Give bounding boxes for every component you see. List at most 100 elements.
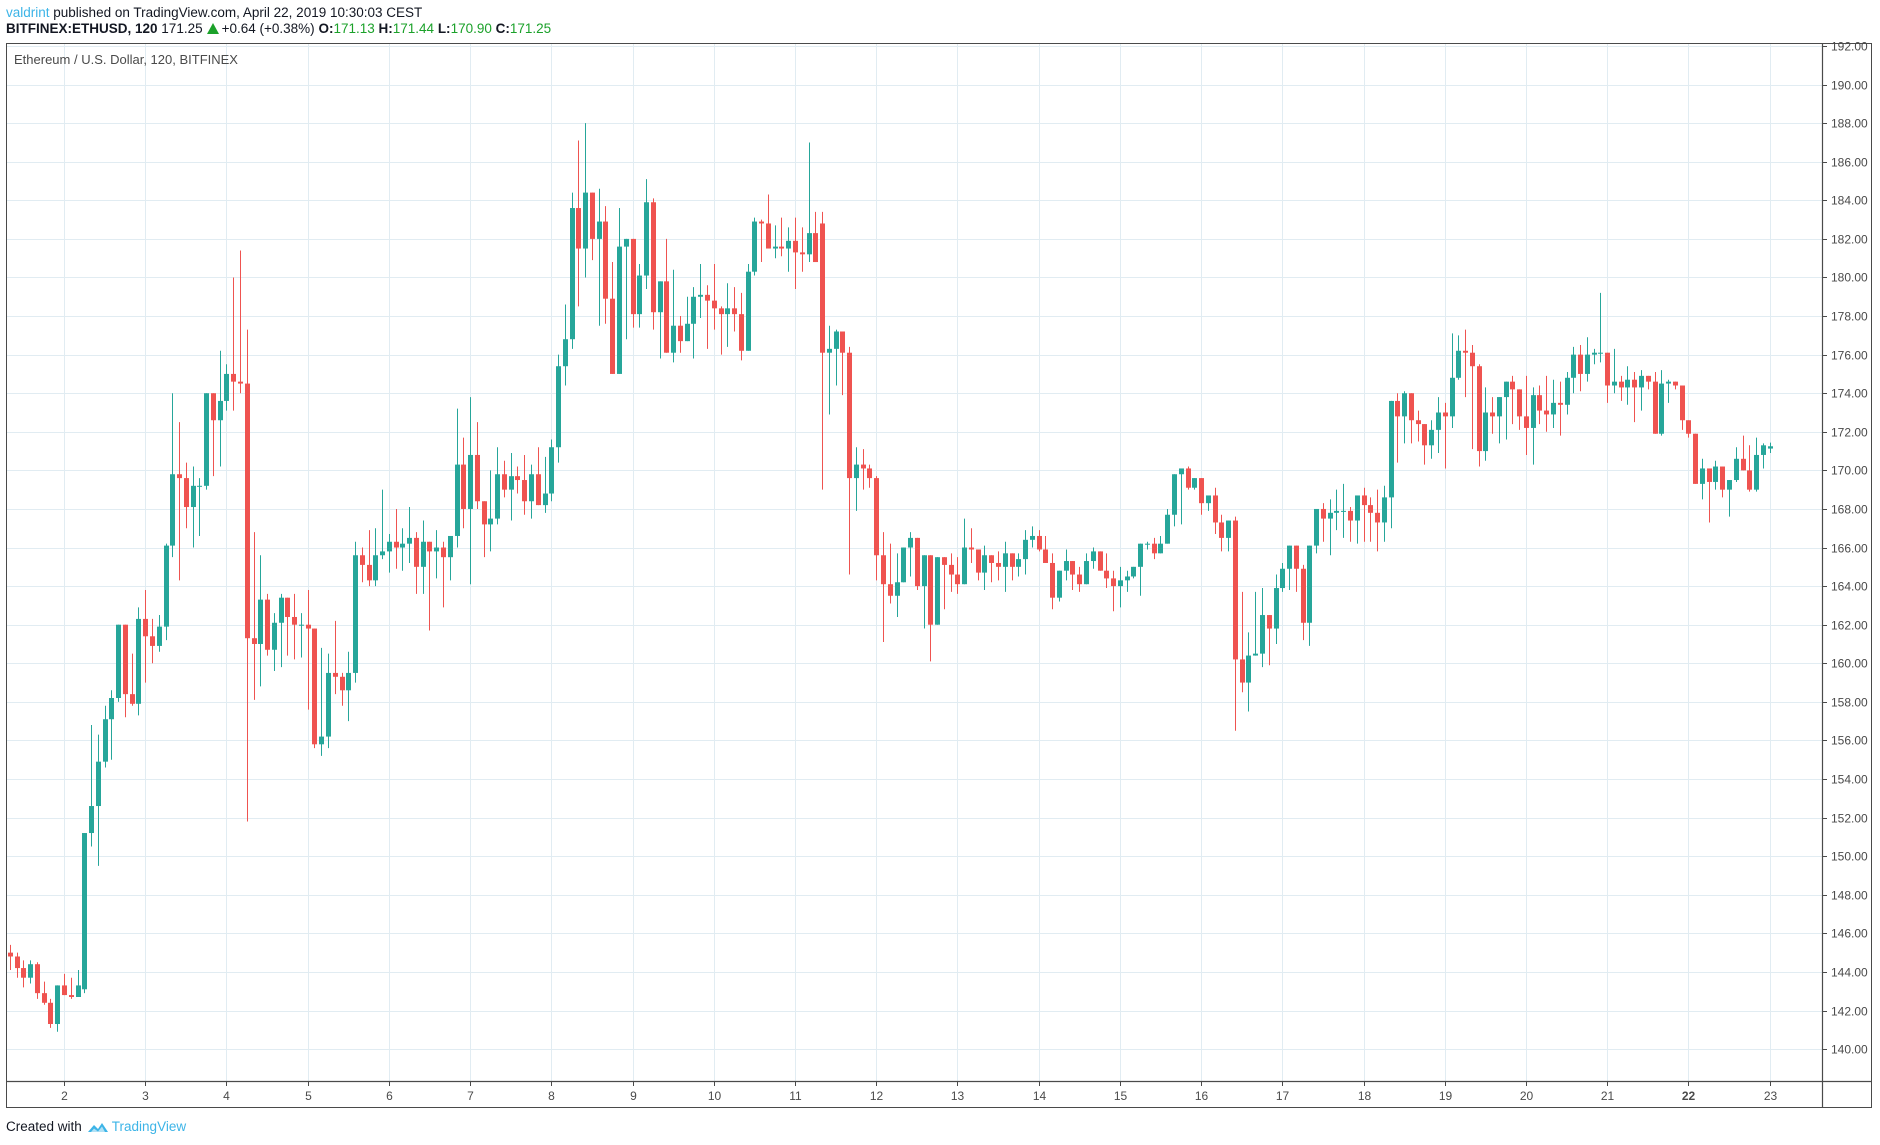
candle: [752, 217, 757, 276]
candle: [252, 532, 257, 700]
candle: [258, 555, 263, 687]
candle: [1382, 485, 1387, 542]
candle: [976, 549, 981, 581]
candle: [1490, 397, 1495, 434]
candle: [509, 453, 514, 521]
time-tick-label: 8: [548, 1089, 555, 1103]
candle: [698, 263, 703, 318]
candle: [570, 192, 575, 349]
candle: [109, 690, 114, 760]
time-axis[interactable]: 2 3 4 5 6 7 8 9 10 11 12 13 14 15 16 17 18 19 20 21 22 23: [7, 1080, 1872, 1103]
candle: [725, 283, 730, 347]
candle: [306, 589, 311, 710]
price-tick-label: 140.00: [1831, 1043, 1868, 1057]
candle: [231, 277, 236, 411]
candle: [779, 217, 784, 257]
candle: [813, 211, 818, 263]
candle: [895, 553, 900, 617]
price-tick-label: 190.00: [1831, 79, 1868, 93]
candle: [1436, 397, 1441, 454]
candle: [989, 555, 994, 583]
candle: [353, 541, 358, 683]
candle: [502, 460, 507, 498]
candle: [150, 618, 155, 664]
candle: [1646, 375, 1651, 390]
price-axis[interactable]: 140.00 142.00 144.00 146.00 148.00 150.00 152.…: [1821, 40, 1868, 1108]
tradingview-brand-link[interactable]: TradingView: [111, 1119, 187, 1134]
candle: [982, 545, 987, 590]
candle: [1402, 391, 1407, 444]
candle: [1064, 549, 1069, 581]
candle: [969, 528, 974, 563]
candle: [1443, 402, 1448, 469]
candle: [421, 520, 426, 594]
candle: [319, 647, 324, 756]
candle: [881, 532, 886, 643]
candle: [394, 508, 399, 569]
time-tick-label: 10: [708, 1089, 722, 1103]
candle: [766, 194, 771, 249]
candle: [1707, 468, 1712, 523]
candle: [312, 628, 317, 749]
candle: [1429, 420, 1434, 459]
candle: [387, 534, 392, 573]
time-tick-label: 4: [223, 1089, 230, 1103]
candle: [1754, 437, 1759, 492]
candle: [631, 238, 636, 328]
candle: [854, 447, 859, 511]
candle: [1768, 442, 1773, 454]
candle: [42, 981, 47, 1005]
candle: [820, 211, 825, 490]
time-tick-label: 15: [1114, 1089, 1128, 1103]
candle: [1010, 553, 1015, 581]
footer: Created with TradingView: [6, 1119, 186, 1134]
candle: [1375, 489, 1380, 552]
candle: [441, 541, 446, 608]
time-tick-label: 12: [870, 1089, 884, 1103]
candle: [840, 331, 845, 396]
candle: [678, 316, 683, 353]
candle: [1287, 545, 1292, 590]
candle: [1483, 387, 1488, 461]
candle: [15, 952, 20, 978]
candle: [1416, 410, 1421, 442]
candle: [1267, 615, 1272, 666]
candle: [1571, 346, 1576, 394]
candle: [807, 142, 812, 263]
time-tick-label: 21: [1601, 1089, 1615, 1103]
candle: [515, 466, 520, 494]
candle: [1741, 435, 1746, 471]
publisher-link[interactable]: valdrint: [6, 5, 50, 20]
candle: [177, 422, 182, 581]
price-tick-label: 186.00: [1831, 156, 1868, 170]
time-tick-label: 19: [1439, 1089, 1453, 1103]
price-tick-label: 172.00: [1831, 426, 1868, 440]
candle: [1395, 393, 1400, 463]
candle: [28, 960, 33, 984]
candle: [461, 437, 466, 529]
candle: [888, 543, 893, 604]
candle: [786, 227, 791, 272]
candle: [1246, 632, 1251, 712]
price-tick-label: 178.00: [1831, 310, 1868, 324]
candle: [583, 123, 588, 278]
candle: [1598, 292, 1603, 363]
candle: [48, 998, 53, 1028]
candle: [1422, 424, 1427, 465]
candle: [1524, 375, 1529, 455]
price-tick-label: 156.00: [1831, 734, 1868, 748]
candle: [1334, 489, 1339, 531]
candle: [8, 944, 13, 970]
time-tick-label: 7: [467, 1089, 474, 1103]
candle: [434, 530, 439, 579]
candle: [1016, 553, 1021, 577]
candle: [1551, 379, 1556, 428]
candle: [847, 346, 852, 575]
candle: [773, 225, 778, 259]
candle: [21, 960, 26, 988]
candle: [1510, 375, 1515, 425]
candle: [82, 833, 87, 994]
candle: [1761, 443, 1766, 469]
candle: [908, 532, 913, 577]
